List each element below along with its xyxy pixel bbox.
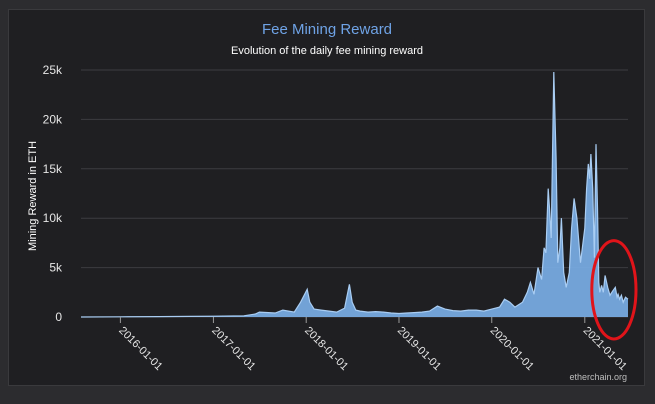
chart-title: Fee Mining Reward [262, 21, 392, 38]
y-tick-label: 5k [49, 261, 63, 275]
x-tick-label: 2021-01-01 [581, 325, 629, 373]
y-axis-ticks: 0 5k 10k 15k 20k 25k [43, 63, 63, 324]
chart-credit: etherchain.org [569, 372, 627, 382]
chart-subtitle: Evolution of the daily fee mining reward [231, 45, 423, 57]
chart-canvas: Fee Mining Reward Evolution of the daily… [27, 21, 638, 382]
plot-area [80, 71, 629, 318]
y-axis-label: Mining Reward in ETH [27, 141, 39, 251]
series-area [81, 72, 628, 317]
series-line [80, 71, 629, 318]
y-tick-label: 10k [43, 211, 63, 225]
y-tick-label: 25k [43, 63, 63, 77]
x-tick-label: 2018-01-01 [302, 325, 350, 373]
x-tick-label: 2016-01-01 [116, 325, 164, 373]
x-tick-label: 2017-01-01 [209, 325, 257, 373]
y-tick-label: 20k [43, 112, 63, 126]
y-tick-label: 15k [43, 162, 63, 176]
highlight-circle-annotation [590, 239, 638, 341]
x-axis-ticks: 2016-01-01 2017-01-01 2018-01-01 2019-01-01… [116, 317, 629, 373]
x-tick-label: 2020-01-01 [488, 325, 536, 373]
y-tick-label: 0 [55, 310, 62, 324]
x-tick-label: 2019-01-01 [395, 325, 443, 373]
chart-frame: Fee Mining Reward Evolution of the daily… [8, 9, 645, 386]
